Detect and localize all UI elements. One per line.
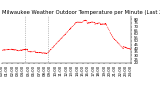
Text: Milwaukee Weather Outdoor Temperature per Minute (Last 24 Hours): Milwaukee Weather Outdoor Temperature pe… [2, 10, 160, 15]
